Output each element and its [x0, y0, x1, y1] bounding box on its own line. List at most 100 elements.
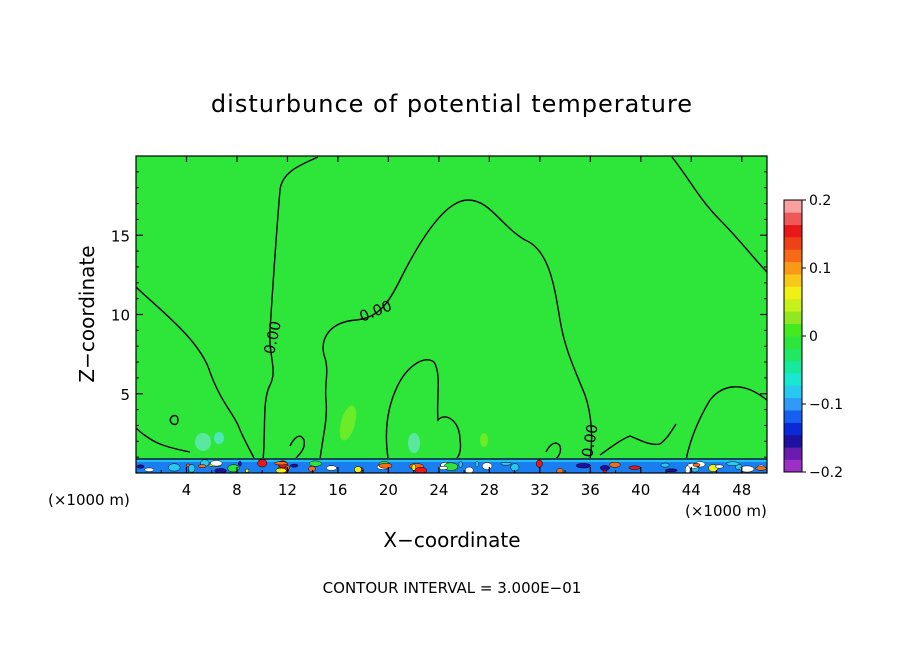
turbulence-patch — [739, 465, 755, 473]
colorbar-tick-label: −0.1 — [809, 397, 843, 413]
colorbar-swatch — [784, 323, 802, 337]
field-anomaly — [339, 405, 357, 441]
turbulence-patch — [575, 463, 591, 469]
turbulence-patch — [238, 460, 242, 467]
turbulence-patch — [755, 466, 767, 471]
turbulence-patch — [136, 464, 145, 469]
turbulence-patch — [474, 461, 480, 468]
turbulence-patch — [309, 460, 322, 467]
turbulence-patch — [438, 465, 448, 470]
plot-area: 0.00 0.00 0.00 — [136, 156, 767, 473]
field-anomaly — [214, 432, 224, 444]
x-axis: 4 8 12 16 20 24 28 32 36 40 44 48 — [160, 156, 751, 499]
contour-line — [685, 386, 767, 461]
x-tick-label: 16 — [328, 481, 347, 499]
turbulence-patch — [257, 459, 268, 468]
colorbar-swatch — [784, 311, 802, 324]
colorbar-tick-label: 0.1 — [809, 261, 831, 277]
turbulence-patch — [245, 468, 250, 473]
colorbar-swatch — [784, 434, 802, 448]
field-anomaly — [195, 433, 211, 451]
turbulence-patch — [197, 464, 207, 468]
colorbar-swatch — [784, 447, 802, 460]
y-tick-label: 10 — [111, 307, 130, 325]
y-axis-label: Z−coordinate — [75, 245, 99, 382]
colorbar-tick-label: 0 — [809, 329, 818, 345]
x-tick-label: 4 — [182, 481, 192, 499]
turbulence-patch — [628, 465, 641, 470]
turbulence-patch — [378, 462, 393, 469]
contour-line — [136, 427, 191, 453]
x-tick-label: 8 — [232, 481, 242, 499]
colorbar-swatch — [784, 286, 802, 300]
turbulence-patch — [714, 464, 724, 469]
colorbar-swatch — [784, 212, 802, 226]
turbulence-patch — [692, 463, 701, 467]
x-unit-label-left: (×1000 m) — [48, 491, 130, 509]
contour-lines — [136, 156, 767, 461]
contour-interval-note: CONTOUR INTERVAL = 3.000E−01 — [323, 579, 582, 597]
field-anomaly — [408, 433, 420, 453]
turbulence-patch — [144, 467, 155, 472]
field-anomaly — [480, 433, 488, 447]
x-tick-label: 48 — [732, 481, 751, 499]
turbulence-patch — [458, 461, 463, 468]
contour-line — [319, 199, 593, 461]
x-tick-label: 44 — [682, 481, 701, 499]
contour-line — [136, 286, 255, 459]
turbulence-patch — [354, 466, 362, 473]
colorbar-swatch — [784, 298, 802, 312]
turbulence-patch — [275, 467, 287, 473]
colorbar-swatch — [784, 249, 802, 263]
turbulence-patch — [500, 461, 512, 466]
turbulence-patch — [308, 465, 316, 472]
turbulence-patch — [535, 459, 543, 468]
colorbar: 0.2 0.1 0 −0.1 −0.2 — [783, 193, 843, 481]
contour-line — [545, 442, 562, 461]
colorbar-swatch — [784, 261, 802, 275]
turbulence-patch — [464, 466, 474, 473]
x-unit-label-right: (×1000 m) — [685, 502, 767, 520]
colorbar-tick-label: 0.2 — [809, 193, 831, 209]
x-tick-label: 32 — [530, 481, 549, 499]
colorbar-swatch — [784, 237, 802, 250]
turbulence-patch — [510, 463, 520, 472]
turbulence-patch — [289, 463, 299, 468]
x-tick-label: 24 — [429, 481, 448, 499]
colorbar-swatch — [784, 336, 802, 349]
x-axis-label: X−coordinate — [383, 528, 520, 552]
contour-line — [262, 156, 319, 461]
turbulence-patch — [684, 465, 691, 473]
turbulence-patch — [660, 462, 670, 468]
contour-line — [599, 423, 677, 456]
colorbar-swatch — [784, 385, 802, 399]
turbulence-patch — [168, 463, 181, 472]
turbulence-patch — [188, 464, 196, 473]
turbulence-patches — [136, 459, 767, 473]
chart-title: disturbunce of potential temperature — [211, 90, 693, 118]
turbulence-patch — [556, 468, 564, 473]
contour-line — [289, 435, 306, 459]
y-axis: 5 10 15 — [111, 171, 767, 458]
turbulence-patch — [609, 461, 621, 468]
colorbar-swatch — [784, 397, 802, 411]
turbulence-patch — [274, 461, 288, 466]
turbulence-patch — [210, 460, 223, 467]
x-tick-label: 12 — [278, 481, 297, 499]
colorbar-swatch — [784, 410, 802, 423]
colorbar-swatch — [784, 373, 802, 386]
turbulence-patch — [214, 468, 227, 473]
contour-line — [169, 414, 179, 426]
contour-line — [671, 156, 767, 273]
y-tick-label: 5 — [120, 386, 130, 404]
x-tick-label: 36 — [581, 481, 600, 499]
contour-line — [385, 359, 462, 461]
boundary-layer — [136, 458, 767, 473]
turbulence-patch — [600, 465, 610, 471]
turbulence-patch — [665, 468, 678, 473]
colorbar-tick-label: −0.2 — [809, 465, 843, 481]
colorbar-swatch — [784, 274, 802, 287]
turbulence-patch — [481, 462, 493, 470]
turbulence-patch — [326, 465, 337, 471]
